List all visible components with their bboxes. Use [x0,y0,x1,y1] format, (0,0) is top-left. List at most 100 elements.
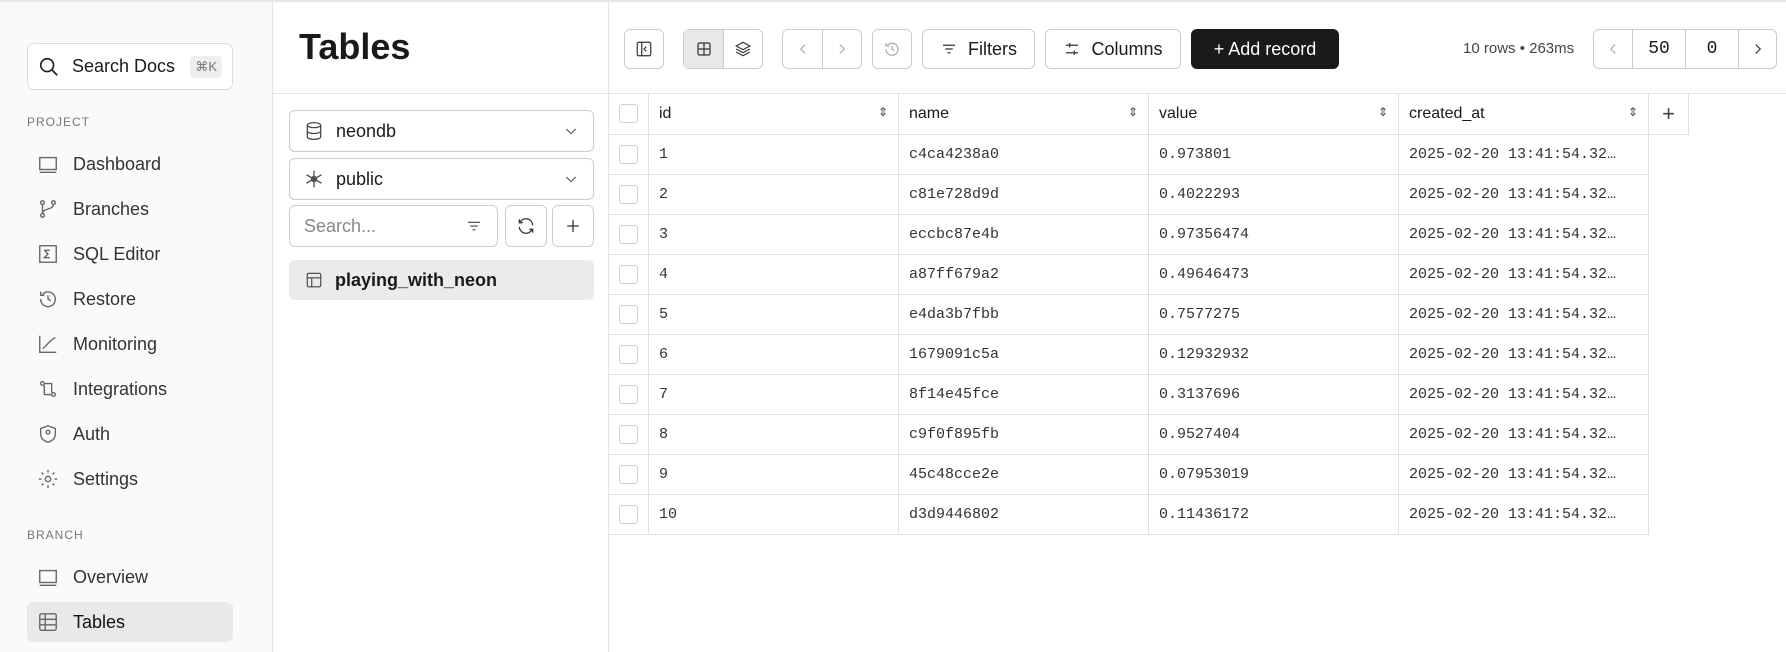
cell-name[interactable]: 45c48cce2e [898,454,1149,495]
cell-id[interactable]: 3 [648,214,899,255]
row-checkbox[interactable] [609,414,649,455]
cell-value[interactable]: 0.7577275 [1148,294,1399,335]
cell-value[interactable]: 0.12932932 [1148,334,1399,375]
table-row[interactable]: 5 e4da3b7fbb 0.7577275 2025-02-20 13:41:54.… [609,294,1689,335]
table-row[interactable]: 1 c4ca4238a0 0.973801 2025-02-20 13:41:54.3… [609,134,1689,175]
cell-created_at[interactable]: 2025-02-20 13:41:54.32… [1398,254,1649,295]
cell-id[interactable]: 7 [648,374,899,415]
next-page-button[interactable] [1738,30,1776,68]
filters-button[interactable]: Filters [922,29,1035,69]
cell-name[interactable]: c9f0f895fb [898,414,1149,455]
row-checkbox[interactable] [609,454,649,495]
schema-view-button[interactable] [723,30,762,68]
sidebar-item-dashboard[interactable]: Dashboard [27,144,233,184]
row-checkbox[interactable] [609,494,649,535]
sidebar-item-integrations[interactable]: Integrations [27,369,233,409]
row-checkbox[interactable] [609,174,649,215]
cell-name[interactable]: c4ca4238a0 [898,134,1149,175]
cell-id[interactable]: 6 [648,334,899,375]
table-row[interactable]: 8 c9f0f895fb 0.9527404 2025-02-20 13:41:54.… [609,414,1689,455]
table-row[interactable]: 2 c81e728d9d 0.4022293 2025-02-20 13:41:54.… [609,174,1689,215]
cell-created_at[interactable]: 2025-02-20 13:41:54.32… [1398,454,1649,495]
table-row[interactable]: 9 45c48cce2e 0.07953019 2025-02-20 13:41:54… [609,454,1689,495]
cell-created_at[interactable]: 2025-02-20 13:41:54.32… [1398,294,1649,335]
sidebar-item-auth[interactable]: Auth [27,414,233,454]
cell-created_at[interactable]: 2025-02-20 13:41:54.32… [1398,374,1649,415]
cell-value[interactable]: 0.9527404 [1148,414,1399,455]
database-select[interactable]: neondb [289,110,594,152]
prev-page-button[interactable] [1594,30,1632,68]
back-button[interactable] [783,30,822,68]
cell-id[interactable]: 10 [648,494,899,535]
row-checkbox[interactable] [609,334,649,375]
sidebar-item-tables[interactable]: Tables [27,602,233,642]
column-header-created_at[interactable]: created_at ⇕ [1398,94,1649,135]
sort-icon[interactable]: ⇕ [1127,104,1138,119]
cell-name[interactable]: e4da3b7fbb [898,294,1149,335]
cell-name[interactable]: a87ff679a2 [898,254,1149,295]
column-header-name[interactable]: name ⇕ [898,94,1149,135]
cell-value[interactable]: 0.97356474 [1148,214,1399,255]
cell-value[interactable]: 0.3137696 [1148,374,1399,415]
toggle-sidebar-button[interactable] [624,29,664,69]
sidebar-item-settings[interactable]: Settings [27,459,233,499]
schema-select[interactable]: public [289,158,594,200]
cell-id[interactable]: 1 [648,134,899,175]
add-record-button[interactable]: + Add record [1191,29,1339,69]
cell-name[interactable]: 1679091c5a [898,334,1149,375]
sidebar-item-branches[interactable]: Branches [27,189,233,229]
cell-created_at[interactable]: 2025-02-20 13:41:54.32… [1398,174,1649,215]
row-checkbox[interactable] [609,134,649,175]
forward-button[interactable] [822,30,861,68]
cell-created_at[interactable]: 2025-02-20 13:41:54.32… [1398,214,1649,255]
sidebar-item-restore[interactable]: Restore [27,279,233,319]
sidebar-item-monitoring[interactable]: Monitoring [27,324,233,364]
column-header-id[interactable]: id ⇕ [648,94,899,135]
row-checkbox[interactable] [609,374,649,415]
row-checkbox[interactable] [609,294,649,335]
limit-input[interactable]: 50 [1632,30,1685,68]
select-all-checkbox[interactable] [609,94,649,135]
filter-icon[interactable] [465,217,483,235]
add-table-button[interactable] [552,205,594,247]
row-checkbox[interactable] [609,254,649,295]
sort-icon[interactable]: ⇕ [877,104,888,119]
table-row[interactable]: 6 1679091c5a 0.12932932 2025-02-20 13:41:54… [609,334,1689,375]
table-row[interactable]: 7 8f14e45fce 0.3137696 2025-02-20 13:41:54.… [609,374,1689,415]
offset-input[interactable]: 0 [1685,30,1738,68]
cell-id[interactable]: 5 [648,294,899,335]
cell-name[interactable]: 8f14e45fce [898,374,1149,415]
cell-name[interactable]: c81e728d9d [898,174,1149,215]
cell-id[interactable]: 9 [648,454,899,495]
sort-icon[interactable]: ⇕ [1377,104,1388,119]
sidebar-item-sql-editor[interactable]: SQL Editor [27,234,233,274]
cell-name[interactable]: d3d9446802 [898,494,1149,535]
cell-value[interactable]: 0.11436172 [1148,494,1399,535]
row-checkbox[interactable] [609,214,649,255]
cell-value[interactable]: 0.07953019 [1148,454,1399,495]
cell-value[interactable]: 0.973801 [1148,134,1399,175]
search-docs-button[interactable]: Search Docs ⌘K [27,43,233,90]
table-row[interactable]: 3 eccbc87e4b 0.97356474 2025-02-20 13:41:54… [609,214,1689,255]
history-button[interactable] [872,29,912,69]
history-nav[interactable] [782,29,862,69]
cell-created_at[interactable]: 2025-02-20 13:41:54.32… [1398,134,1649,175]
add-column-button[interactable]: + [1648,94,1689,135]
view-toggle[interactable] [683,29,763,69]
cell-id[interactable]: 4 [648,254,899,295]
refresh-button[interactable] [505,205,547,247]
cell-id[interactable]: 8 [648,414,899,455]
cell-created_at[interactable]: 2025-02-20 13:41:54.32… [1398,334,1649,375]
pagination[interactable]: 50 0 [1593,29,1777,69]
columns-button[interactable]: Columns [1045,29,1181,69]
cell-created_at[interactable]: 2025-02-20 13:41:54.32… [1398,494,1649,535]
cell-value[interactable]: 0.4022293 [1148,174,1399,215]
table-search-input[interactable]: Search... [289,205,498,247]
cell-created_at[interactable]: 2025-02-20 13:41:54.32… [1398,414,1649,455]
grid-view-button[interactable] [684,30,723,68]
table-item-playing-with-neon[interactable]: playing_with_neon [289,260,594,300]
cell-value[interactable]: 0.49646473 [1148,254,1399,295]
table-row[interactable]: 10 d3d9446802 0.11436172 2025-02-20 13:41:5… [609,494,1689,535]
cell-id[interactable]: 2 [648,174,899,215]
sidebar-item-overview[interactable]: Overview [27,557,233,597]
